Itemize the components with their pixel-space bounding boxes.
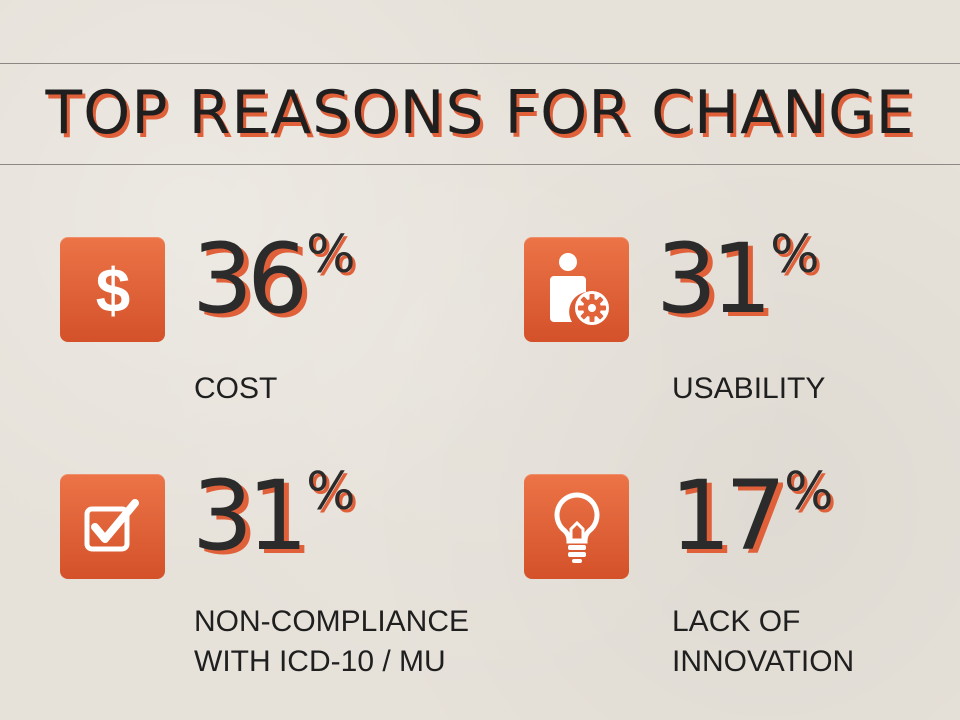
reason-label-line: COST <box>194 372 278 405</box>
percentage-value: 31 <box>192 460 308 572</box>
reason-label-line: WITH ICD-10 / MU <box>194 645 446 678</box>
reason-label: COST <box>194 369 277 409</box>
reason-non-compliance: 31% NON-COMPLIANCE WITH ICD-10 / MU <box>60 462 480 694</box>
percent-sign: % <box>306 225 356 285</box>
percentage-value: 36 <box>192 223 308 335</box>
reason-label-line: LACK OF <box>672 605 801 638</box>
percent-sign: % <box>306 462 356 522</box>
reason-percentage: 17% <box>670 460 834 572</box>
lightbulb-icon <box>524 474 629 579</box>
reason-lack-of-innovation: 17% LACK OF INNOVATION <box>524 462 944 694</box>
reason-label-line: USABILITY <box>672 372 826 405</box>
svg-text:$: $ <box>95 257 129 325</box>
reason-label-line: NON-COMPLIANCE <box>194 605 470 638</box>
top-divider <box>0 63 960 64</box>
reason-label: LACK OF INNOVATION <box>672 602 854 682</box>
reason-cost: $ 36% COST <box>60 225 480 457</box>
percentage-value: 31 <box>656 223 772 335</box>
percentage-value: 17 <box>670 460 786 572</box>
percent-sign: % <box>770 225 820 285</box>
percent-sign: % <box>784 462 834 522</box>
user-gear-icon <box>524 237 629 342</box>
reason-percentage: 36% <box>192 223 356 335</box>
reason-percentage: 31% <box>656 223 820 335</box>
reason-usability: 31% USABILITY <box>524 225 944 457</box>
bottom-divider <box>0 164 960 165</box>
reason-label: USABILITY <box>672 369 825 409</box>
reason-percentage: 31% <box>192 460 356 572</box>
page-title: TOP REASONS FOR CHANGE <box>45 78 915 148</box>
reason-label: NON-COMPLIANCE WITH ICD-10 / MU <box>194 602 469 682</box>
reason-label-line: INNOVATION <box>672 645 855 678</box>
checkbox-icon <box>60 474 165 579</box>
dollar-icon: $ <box>60 237 165 342</box>
